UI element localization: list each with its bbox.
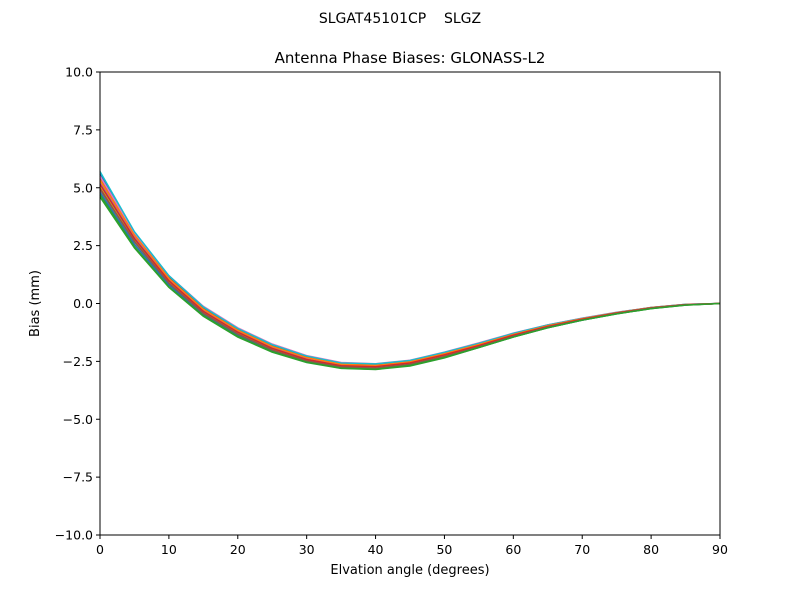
y-tick-label: −10.0 (55, 528, 93, 543)
y-tick-label: 2.5 (73, 238, 93, 253)
x-tick-label: 90 (712, 542, 728, 557)
plot-background (100, 72, 720, 535)
x-tick-label: 0 (96, 542, 104, 557)
x-tick-label: 30 (299, 542, 315, 557)
y-axis-ticks: −10.0 −7.5 −5.0 −2.5 0.0 2.5 5.0 7.5 10.0 (55, 65, 100, 543)
y-tick-label: −7.5 (63, 470, 93, 485)
chart-title: Antenna Phase Biases: GLONASS-L2 (275, 49, 546, 67)
plot-area (99, 71, 721, 536)
x-tick-label: 40 (368, 542, 384, 557)
x-tick-label: 80 (643, 542, 659, 557)
figure-suptitle: SLGAT45101CP SLGZ (319, 11, 481, 27)
x-axis-label: Elvation angle (degrees) (330, 563, 489, 578)
series-line-15 (99, 194, 721, 371)
x-tick-label: 50 (436, 542, 452, 557)
y-tick-label: 10.0 (65, 65, 93, 80)
x-axis-ticks: 0 10 20 30 40 50 60 70 80 90 (96, 535, 728, 557)
y-tick-label: −5.0 (63, 412, 93, 427)
y-axis-label: Bias (mm) (28, 270, 43, 337)
series-layer (99, 171, 721, 371)
y-tick-label: −2.5 (63, 354, 93, 369)
y-tick-label: 7.5 (73, 122, 93, 137)
x-tick-label: 70 (574, 542, 590, 557)
x-tick-label: 20 (230, 542, 246, 557)
x-tick-label: 60 (505, 542, 521, 557)
x-tick-label: 10 (161, 542, 177, 557)
y-tick-label: 5.0 (73, 180, 93, 195)
y-tick-label: 0.0 (73, 296, 93, 311)
